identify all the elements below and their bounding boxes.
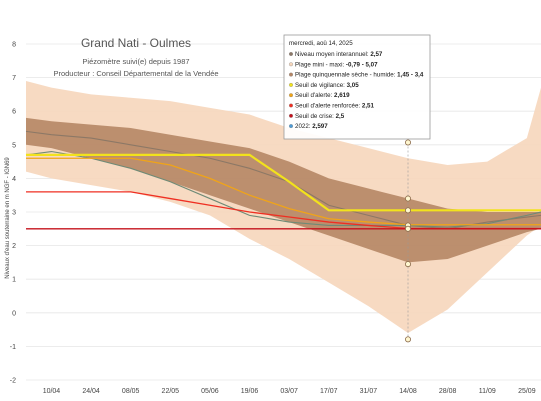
tooltip-box bbox=[283, 34, 431, 140]
x-tick-label: 10/04 bbox=[43, 388, 61, 395]
tooltip-row-swatch bbox=[289, 82, 293, 87]
y-tick-label: 8 bbox=[12, 42, 16, 49]
tooltip-row-value: 3,05 bbox=[347, 82, 360, 89]
x-tick-label: 28/08 bbox=[439, 388, 457, 395]
tooltip-row-value: 2,57 bbox=[370, 51, 383, 58]
tooltip-row-label: Seuil d'alerte renforcée: bbox=[295, 103, 362, 110]
hover-markers bbox=[405, 139, 412, 343]
tooltip-row-value: -0,79 - 5,07 bbox=[346, 61, 378, 68]
tooltip-row-text: Plage mini - maxi: -0,79 - 5,07 bbox=[295, 61, 378, 68]
x-tick-label: 14/08 bbox=[399, 388, 417, 395]
tooltip-row-text: Niveau moyen interannuel: 2,57 bbox=[295, 51, 383, 58]
y-tick-label: 5 bbox=[12, 142, 16, 149]
y-tick-label: 7 bbox=[12, 75, 16, 82]
y-tick-label: 2 bbox=[12, 243, 16, 250]
y-axis-label: Niveaux d'eau souterraine en m NGF - IGN… bbox=[5, 157, 11, 279]
line-seuil-d-alerte bbox=[26, 157, 541, 226]
tooltip-row-text: Seuil d'alerte renforcée: 2,51 bbox=[295, 103, 374, 110]
hover-marker-point bbox=[405, 261, 412, 268]
series-lines bbox=[25, 130, 541, 230]
tooltip-row-text: Seuil de crise: 2,5 bbox=[295, 113, 345, 120]
tooltip-row-swatch bbox=[289, 93, 293, 98]
hover-marker-point bbox=[405, 195, 412, 202]
tooltip-row-text: Seuil d'alerte: 2,619 bbox=[295, 92, 350, 99]
y-tick-label: 0 bbox=[12, 310, 16, 317]
y-axis-tick-labels: -2 -1 0 1 2 3 4 5 6 7 8 bbox=[10, 42, 16, 385]
tooltip-row-swatch bbox=[289, 113, 293, 118]
tooltip-row-value: 2,597 bbox=[312, 123, 328, 130]
tooltip-row-label: Seuil de crise: bbox=[295, 113, 336, 120]
chart-title: Grand Nati - Oulmes bbox=[81, 36, 191, 50]
hover-marker-point bbox=[405, 207, 412, 214]
chart-subtitle-line-2: Producteur : Conseil Départemental de la… bbox=[53, 69, 218, 78]
tooltip: mercredi, aoû 14, 2025 Niveau moyen inte… bbox=[283, 34, 431, 140]
tooltip-row-swatch bbox=[289, 62, 293, 67]
hover-marker-point bbox=[405, 225, 412, 232]
y-tick-label: 4 bbox=[12, 176, 16, 183]
tooltip-row-value: 2,5 bbox=[336, 113, 345, 120]
x-tick-label: 31/07 bbox=[360, 388, 378, 395]
tooltip-row-value: 2,51 bbox=[362, 103, 375, 110]
tooltip-row-swatch bbox=[289, 52, 293, 56]
tooltip-row-label: Plage quinquennale sèche - humide: bbox=[295, 72, 397, 79]
tooltip-row-label: 2022: bbox=[295, 123, 312, 130]
x-tick-label: 11/09 bbox=[479, 388, 496, 395]
y-tick-label: -1 bbox=[10, 344, 16, 351]
tooltip-row-swatch bbox=[289, 103, 293, 108]
x-tick-label: 19/06 bbox=[241, 388, 259, 395]
tooltip-rows: Niveau moyen interannuel: 2,57 Plage mini… bbox=[289, 51, 424, 130]
hover-marker-point bbox=[405, 139, 412, 146]
x-axis-tick-labels: 10/04 24/04 08/05 22/05 05/06 19/06 03/07 17/07… bbox=[43, 388, 536, 395]
x-tick-label: 05/06 bbox=[201, 388, 219, 395]
tooltip-row-text: 2022: 2,597 bbox=[295, 123, 328, 130]
x-tick-label: 03/07 bbox=[280, 388, 298, 395]
x-tick-label: 08/05 bbox=[122, 388, 140, 395]
y-tick-label: 3 bbox=[12, 210, 16, 217]
tooltip-row-swatch bbox=[289, 72, 293, 77]
tooltip-row-label: Niveau moyen interannuel: bbox=[295, 51, 370, 58]
tooltip-row-label: Plage mini - maxi: bbox=[295, 61, 346, 68]
line-seuil-de-vigilance bbox=[26, 153, 541, 212]
tooltip-row-swatch bbox=[289, 124, 293, 129]
y-tick-label: 1 bbox=[12, 277, 16, 284]
y-tick-label: -2 bbox=[10, 378, 16, 385]
x-tick-label: 25/09 bbox=[518, 388, 536, 395]
y-tick-label: 6 bbox=[12, 109, 16, 116]
chart-subtitle-line-1: Piézomètre suivi(e) depuis 1987 bbox=[82, 57, 189, 66]
tooltip-row-value: 1,45 - 3,4 bbox=[397, 72, 424, 79]
hover-marker-point bbox=[405, 336, 412, 343]
x-tick-label: 24/04 bbox=[82, 388, 100, 395]
tooltip-row-label: Seuil d'alerte: bbox=[295, 92, 334, 99]
x-tick-label: 22/05 bbox=[162, 388, 180, 395]
tooltip-row-text: Seuil de vigilance: 3,05 bbox=[295, 82, 359, 89]
tooltip-row-value: 2,619 bbox=[334, 92, 350, 99]
tooltip-row-text: Plage quinquennale sèche - humide: 1,45 … bbox=[295, 72, 424, 79]
tooltip-date: mercredi, aoû 14, 2025 bbox=[289, 40, 353, 47]
x-tick-label: 17/07 bbox=[320, 388, 338, 395]
tooltip-row-label: Seuil de vigilance: bbox=[295, 82, 347, 89]
